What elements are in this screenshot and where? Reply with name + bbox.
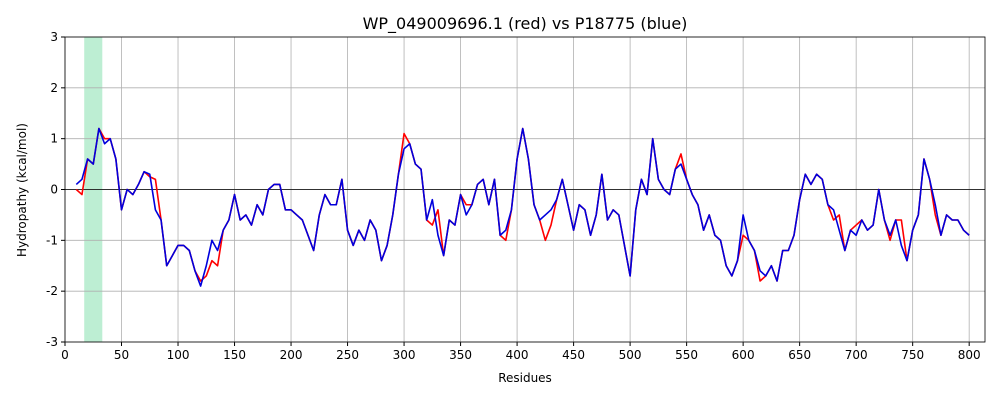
y-tick-label: -1 — [46, 233, 58, 247]
x-tick-label: 500 — [619, 348, 642, 362]
x-tick-label: 150 — [223, 348, 246, 362]
y-tick-label: 0 — [50, 183, 58, 197]
x-tick-label: 100 — [167, 348, 190, 362]
y-tick-label: -3 — [46, 335, 58, 349]
x-tick-label: 600 — [732, 348, 755, 362]
x-tick-label: 250 — [336, 348, 359, 362]
x-tick-label: 400 — [506, 348, 529, 362]
x-axis-label: Residues — [498, 371, 552, 385]
x-tick-label: 200 — [280, 348, 303, 362]
y-tick-label: 1 — [50, 132, 58, 146]
series-line — [75, 127, 970, 287]
x-tick-label: 800 — [958, 348, 981, 362]
x-tick-label: 0 — [61, 348, 69, 362]
x-tick-label: 350 — [449, 348, 472, 362]
x-tick-label: 750 — [901, 348, 924, 362]
x-tick-label: 50 — [114, 348, 129, 362]
plot-frame — [64, 36, 986, 343]
y-tick-label: -2 — [46, 284, 58, 298]
x-tick-label: 700 — [845, 348, 868, 362]
series-line — [75, 127, 970, 282]
x-tick-label: 450 — [562, 348, 585, 362]
x-tick-label: 300 — [393, 348, 416, 362]
chart-title: WP_049009696.1 (red) vs P18775 (blue) — [363, 14, 688, 34]
y-tick-label: 3 — [50, 30, 58, 44]
y-tick-label: 2 — [50, 81, 58, 95]
x-tick-label: 550 — [675, 348, 698, 362]
x-tick-label: 650 — [788, 348, 811, 362]
y-axis-label: Hydropathy (kcal/mol) — [15, 123, 29, 257]
